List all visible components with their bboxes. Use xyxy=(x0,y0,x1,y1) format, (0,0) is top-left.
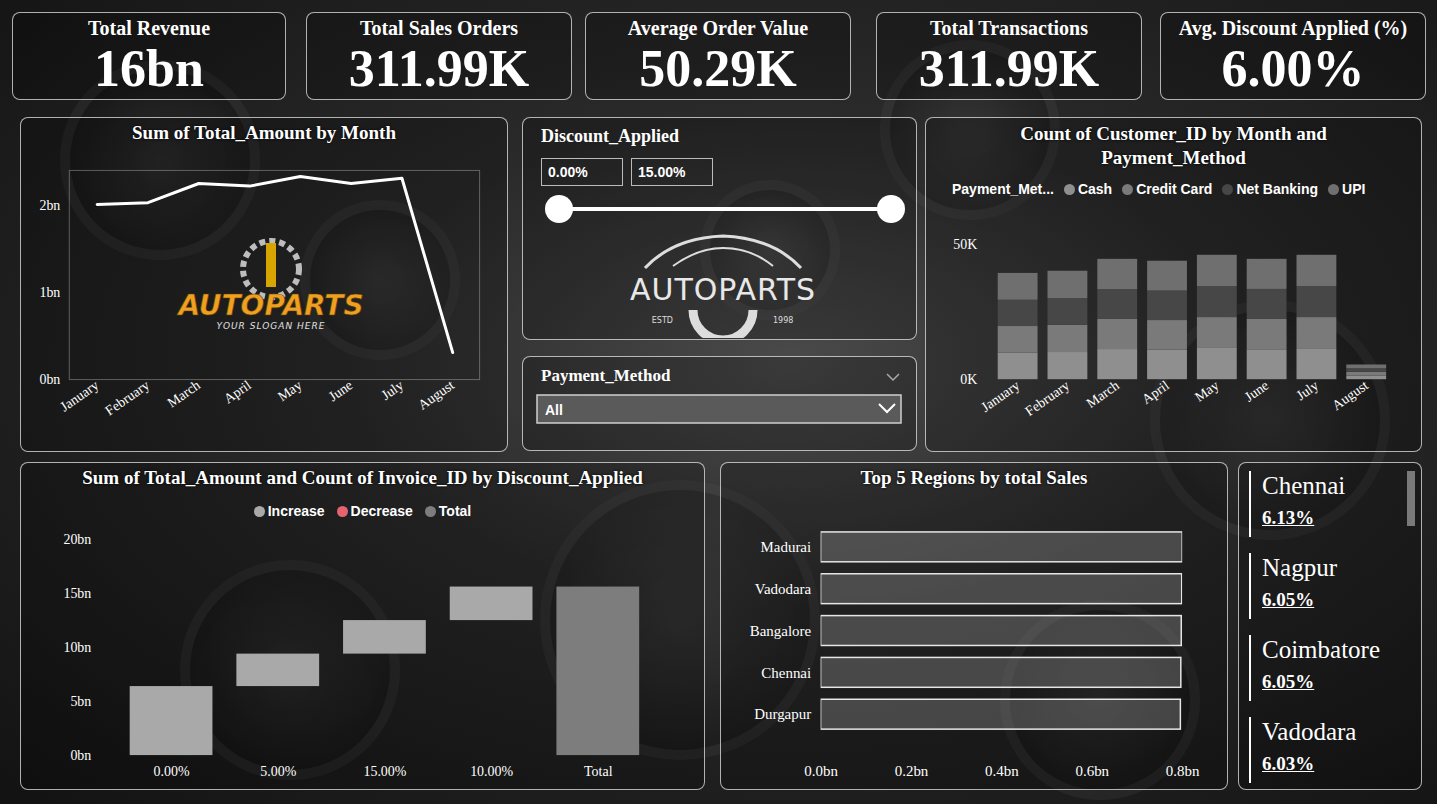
html-text:Average Order Value: Average Order Value xyxy=(627,17,809,39)
html-text:Increase: Increase xyxy=(267,503,325,519)
svg-text:0bn: 0bn xyxy=(70,748,91,763)
html-text:311.99K: 311.99K xyxy=(348,40,530,97)
svg-text:March: March xyxy=(1084,378,1122,411)
svg-text:February: February xyxy=(1022,378,1072,419)
html-text:6.00%: 6.00% xyxy=(1221,40,1365,97)
svg-text:0.4bn: 0.4bn xyxy=(985,763,1019,779)
svg-text:0.8bn: 0.8bn xyxy=(1166,763,1200,779)
svg-text:0.0bn: 0.0bn xyxy=(804,763,838,779)
html-text:Payment_Met...: Payment_Met... xyxy=(952,181,1054,197)
html-text:UPI: UPI xyxy=(1342,181,1366,197)
html-text:6.03%: 6.03% xyxy=(1262,753,1315,774)
html-text:0.00%: 0.00% xyxy=(548,164,588,180)
html-text:Discount_Applied: Discount_Applied xyxy=(541,126,679,146)
html-text:Count of Customer_ID by Month: Count of Customer_ID by Month and Paymen… xyxy=(1020,123,1327,168)
svg-text:10bn: 10bn xyxy=(63,640,91,655)
svg-text:20bn: 20bn xyxy=(63,532,91,547)
svg-text:March: March xyxy=(165,377,203,410)
svg-text:Total: Total xyxy=(584,764,613,779)
svg-text:1bn: 1bn xyxy=(39,285,60,300)
svg-text:10.00%: 10.00% xyxy=(470,764,513,779)
svg-text:Durgapur: Durgapur xyxy=(754,706,811,722)
svg-text:50K: 50K xyxy=(953,237,977,252)
html-text:Coimbatore: Coimbatore xyxy=(1262,636,1380,663)
svg-text:June: June xyxy=(326,377,356,404)
svg-text:Chennai: Chennai xyxy=(761,665,811,681)
html-text:6.05%: 6.05% xyxy=(1262,589,1315,610)
html-text:6.05%: 6.05% xyxy=(1262,671,1315,692)
html-text:6.13%: 6.13% xyxy=(1262,507,1315,528)
html-text:Sum of Total_Amount by Month: Sum of Total_Amount by Month xyxy=(132,122,396,143)
svg-text:ESTD: ESTD xyxy=(652,316,673,325)
svg-text:April: April xyxy=(1139,378,1172,407)
svg-text:5bn: 5bn xyxy=(70,694,91,709)
svg-text:All: All xyxy=(545,402,563,418)
html-text:15.00%: 15.00% xyxy=(638,164,686,180)
svg-text:January: January xyxy=(978,378,1022,415)
svg-text:Bangalore: Bangalore xyxy=(750,623,812,639)
html-text:311.99K: 311.99K xyxy=(918,40,1100,97)
svg-text:YOUR SLOGAN HERE: YOUR SLOGAN HERE xyxy=(217,321,326,331)
html-text:Total: Total xyxy=(438,503,472,519)
svg-text:August: August xyxy=(415,377,457,412)
svg-text:Madurai: Madurai xyxy=(761,539,812,555)
svg-text:15.00%: 15.00% xyxy=(363,764,406,779)
svg-text:January: January xyxy=(57,377,101,414)
svg-text:May: May xyxy=(275,377,305,404)
html-text:Payment_Method: Payment_Method xyxy=(541,366,671,385)
svg-text:15bn: 15bn xyxy=(63,586,91,601)
html-text:Avg. Discount Applied (%): Avg. Discount Applied (%) xyxy=(1178,17,1408,39)
svg-text:0.6bn: 0.6bn xyxy=(1075,763,1109,779)
svg-text:AUTOPARTS: AUTOPARTS xyxy=(176,289,363,322)
svg-text:July: July xyxy=(1294,378,1322,404)
html-text:Total Sales Orders: Total Sales Orders xyxy=(359,17,519,39)
svg-text:June: June xyxy=(1242,378,1272,405)
html-text:Credit Card: Credit Card xyxy=(1136,181,1213,197)
html-text:Cash: Cash xyxy=(1077,181,1113,197)
html-text:16bn: 16bn xyxy=(94,40,204,97)
svg-text:August: August xyxy=(1329,378,1371,413)
svg-text:0bn: 0bn xyxy=(39,372,60,387)
svg-text:2bn: 2bn xyxy=(39,198,60,213)
svg-text:0K: 0K xyxy=(960,372,977,387)
html-text:Sum of Total_Amount and Count: Sum of Total_Amount and Count of Invoice… xyxy=(82,467,643,488)
html-text:Top 5 Regions by total Sales: Top 5 Regions by total Sales xyxy=(860,467,1088,488)
svg-text:May: May xyxy=(1192,378,1222,405)
html-text:Net Banking: Net Banking xyxy=(1236,181,1319,197)
html-text:Total Transactions: Total Transactions xyxy=(930,17,1088,39)
html-text:Decrease: Decrease xyxy=(350,503,413,519)
svg-text:July: July xyxy=(379,377,407,403)
html-text:Total Revenue: Total Revenue xyxy=(88,17,210,39)
svg-text:1998: 1998 xyxy=(773,316,793,325)
svg-text:Vadodara: Vadodara xyxy=(755,581,812,597)
html-text:Vadodara: Vadodara xyxy=(1262,718,1357,745)
svg-text:5.00%: 5.00% xyxy=(260,764,296,779)
svg-text:AUTOPARTS: AUTOPARTS xyxy=(630,272,816,307)
html-text:50.29K: 50.29K xyxy=(639,40,797,97)
svg-text:0.00%: 0.00% xyxy=(154,764,190,779)
svg-text:February: February xyxy=(102,377,152,418)
svg-text:0.2bn: 0.2bn xyxy=(895,763,929,779)
html-text:Chennai: Chennai xyxy=(1262,472,1346,499)
svg-text:April: April xyxy=(221,377,254,406)
html-text:Nagpur: Nagpur xyxy=(1262,554,1337,581)
